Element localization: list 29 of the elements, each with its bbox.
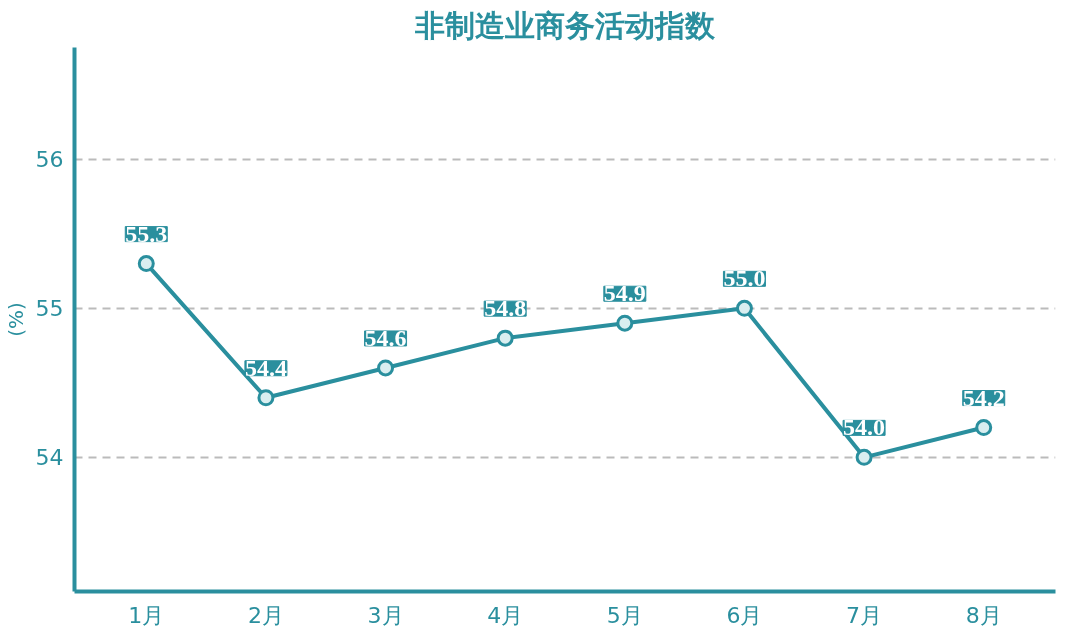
data-label: 54.4: [244, 354, 287, 381]
point: [855, 448, 873, 466]
x-tick-label: 4月: [487, 602, 524, 628]
point: [735, 299, 753, 317]
y-tick-label: 56: [35, 147, 64, 173]
data-label: 54.0: [843, 414, 886, 441]
y-axis-title: (%): [3, 302, 28, 337]
data-label: 54.6: [364, 324, 407, 351]
data-label: 54.8: [484, 295, 527, 322]
x-tick-label: 5月: [606, 602, 643, 628]
point: [496, 329, 514, 347]
point: [975, 419, 993, 437]
x-tick-label: 6月: [726, 602, 763, 628]
point: [616, 314, 634, 332]
point: [257, 389, 275, 407]
data-label: 55.3: [125, 220, 168, 247]
data-label: 54.9: [603, 280, 646, 307]
x-tick-label: 8月: [965, 602, 1002, 628]
y-tick-label: 55: [35, 296, 64, 322]
point: [377, 359, 395, 377]
x-tick-label: 7月: [846, 602, 883, 628]
x-tick-label: 3月: [367, 602, 404, 628]
point: [137, 255, 155, 273]
x-tick-label: 2月: [247, 602, 284, 628]
chart-title: 非制造业商务活动指数: [414, 7, 716, 43]
x-tick-label: 1月: [128, 602, 165, 628]
data-label: 54.2: [962, 384, 1005, 411]
data-label: 55.0: [723, 265, 766, 292]
y-tick-label: 54: [35, 445, 64, 471]
